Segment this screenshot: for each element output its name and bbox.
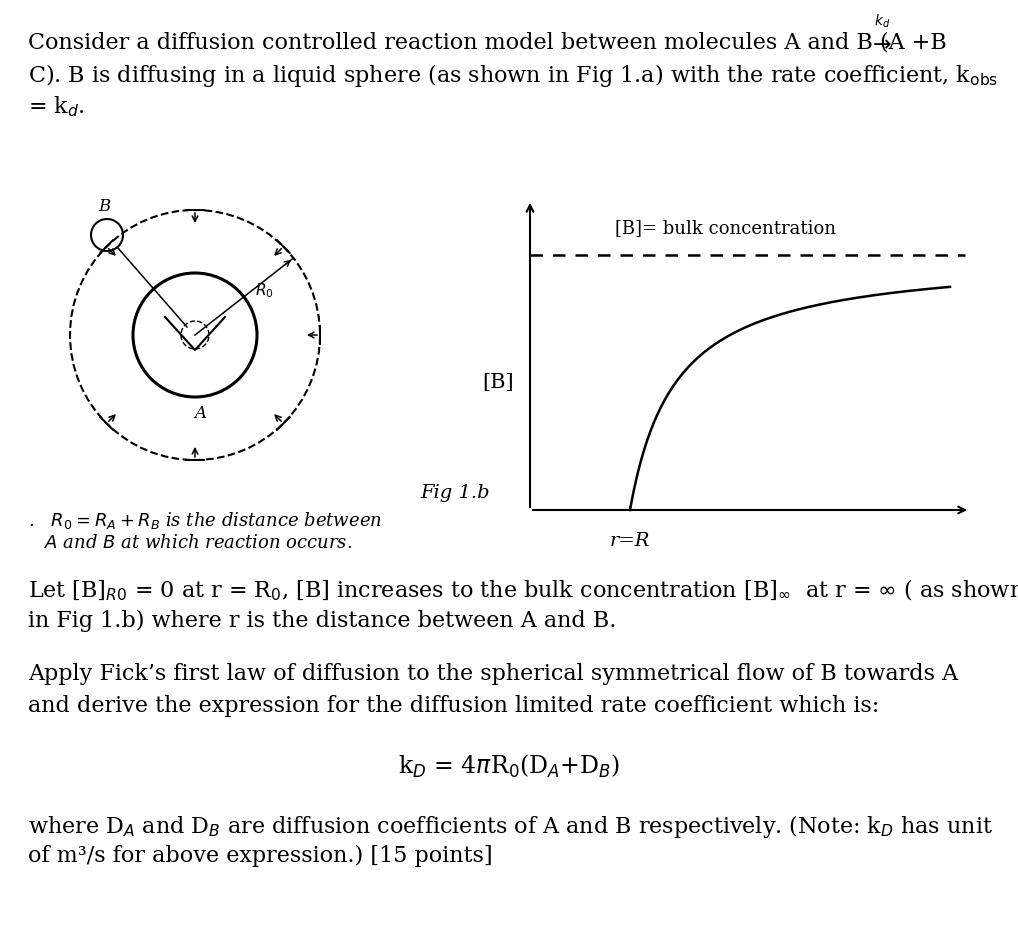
Text: $\rightarrow$: $\rightarrow$ — [868, 32, 892, 54]
Text: Consider a diffusion controlled reaction model between molecules A and B (A +B: Consider a diffusion controlled reaction… — [29, 32, 954, 54]
Text: $A$ and $B$ at which reaction occurs.: $A$ and $B$ at which reaction occurs. — [44, 534, 352, 552]
Text: $k_d$: $k_d$ — [874, 13, 891, 30]
Text: A: A — [194, 405, 206, 422]
Text: k$_D$ = 4$\pi$R$_0$(D$_A$+D$_B$): k$_D$ = 4$\pi$R$_0$(D$_A$+D$_B$) — [398, 753, 620, 780]
Text: B: B — [98, 198, 110, 215]
Text: where D$_A$ and D$_B$ are diffusion coefficients of A and B respectively. (Note:: where D$_A$ and D$_B$ are diffusion coef… — [29, 813, 993, 840]
Text: and derive the expression for the diffusion limited rate coefficient which is:: and derive the expression for the diffus… — [29, 695, 880, 717]
Text: Apply Fick’s first law of diffusion to the spherical symmetrical flow of B towar: Apply Fick’s first law of diffusion to t… — [29, 663, 958, 685]
Text: $R_0$: $R_0$ — [254, 282, 273, 301]
Text: C). B is diffusing in a liquid sphere (as shown in Fig 1.a) with the rate coeffi: C). B is diffusing in a liquid sphere (a… — [29, 62, 999, 89]
Text: = k$_d$.: = k$_d$. — [29, 94, 84, 118]
Text: [B]= bulk concentration: [B]= bulk concentration — [615, 219, 836, 237]
Text: in Fig 1.b) where r is the distance between A and B.: in Fig 1.b) where r is the distance betw… — [29, 610, 616, 632]
Text: .   $R_0 = R_A + R_B$ is the distance between: . $R_0 = R_A + R_B$ is the distance betw… — [29, 510, 382, 531]
Text: Let [B]$_{R0}$ = 0 at r = R$_0$, [B] increases to the bulk concentration [B]$_\i: Let [B]$_{R0}$ = 0 at r = R$_0$, [B] inc… — [29, 578, 1018, 604]
Text: of m³/s for above expression.) [15 points]: of m³/s for above expression.) [15 point… — [29, 845, 493, 867]
Text: r=R: r=R — [610, 532, 651, 550]
Text: [B]: [B] — [483, 373, 514, 392]
Text: Fig 1.b: Fig 1.b — [420, 484, 490, 502]
